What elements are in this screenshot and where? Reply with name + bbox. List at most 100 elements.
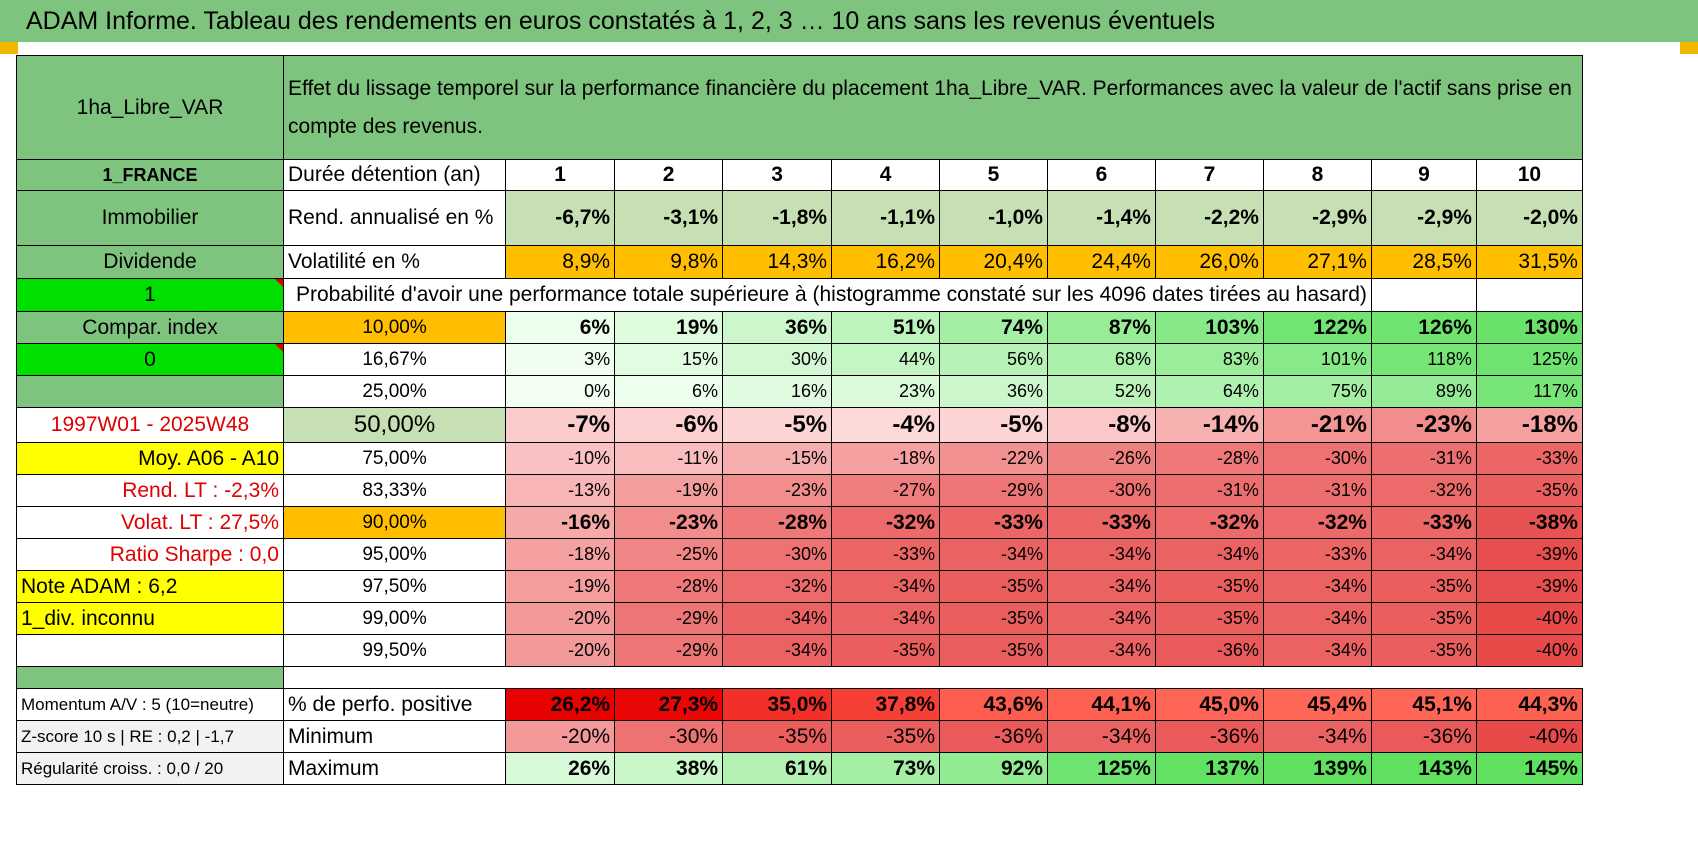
table-row: Moy. A06 - A10 75,00% -10% -11% -15% -18% -22%… (16, 442, 1583, 475)
table-row: 1_FRANCE Durée détention (an) 1 2 3 4 5 6 7 8 9 10 (16, 159, 1583, 191)
rend-value: -3,1% (614, 190, 724, 246)
percentile-value: -28% (614, 570, 724, 603)
rend-value: -1,1% (831, 190, 941, 246)
percentile-label: 25,00% (282, 375, 507, 408)
percentile-value: -5% (939, 407, 1048, 443)
table-row: 1ha_Libre_VAR Effet du lissage temporel s… (16, 55, 1583, 160)
year-header: 1 (505, 159, 616, 191)
percentile-value: -33% (1046, 506, 1156, 539)
percentile-value: -32% (722, 570, 833, 603)
percentile-value: -23% (614, 506, 724, 539)
income-label: Dividende (16, 245, 284, 279)
percentile-value: -18% (1475, 407, 1583, 443)
bottom-value: 125% (1046, 752, 1156, 785)
percentile-value: -35% (1475, 474, 1583, 507)
empty-cell (1370, 278, 1477, 312)
year-header: 9 (1370, 159, 1477, 191)
bottom-value: 38% (614, 752, 724, 785)
duration-label: Durée détention (an) (282, 159, 507, 191)
percentile-value: -40% (1475, 602, 1583, 635)
percentile-value: -35% (939, 570, 1048, 603)
percentile-value: -13% (505, 474, 616, 507)
left-info-blank (16, 634, 284, 667)
percentile-value: -6% (614, 407, 724, 443)
percentile-value: -27% (831, 474, 941, 507)
percentile-label: 99,50% (282, 634, 507, 667)
table-row: Compar. index 10,00% 6% 19% 36% 51% 74% 87% 103%… (16, 311, 1583, 344)
bottom-left-info: Momentum A/V : 5 (10=neutre) (16, 688, 284, 721)
year-header: 2 (614, 159, 724, 191)
percentile-value: 19% (614, 311, 724, 344)
percentile-value: -39% (1475, 570, 1583, 603)
percentile-value: -35% (1370, 634, 1477, 667)
left-info-blank (16, 375, 284, 408)
percentile-value: -34% (1046, 602, 1156, 635)
left-info-moy: Moy. A06 - A10 (16, 442, 284, 475)
percentile-value: 30% (722, 343, 833, 376)
percentile-value: -32% (831, 506, 941, 539)
rend-value: -1,0% (939, 190, 1048, 246)
percentile-value: -36% (1154, 634, 1264, 667)
percentile-value: -29% (939, 474, 1048, 507)
percentile-value: 101% (1262, 343, 1372, 376)
bottom-value: 73% (831, 752, 941, 785)
left-info-note: Note ADAM : 6,2 (16, 570, 284, 603)
vol-value: 9,8% (614, 245, 724, 279)
percentile-value: -34% (722, 634, 833, 667)
percentile-value: -30% (1262, 442, 1372, 475)
year-header: 5 (939, 159, 1048, 191)
vol-value: 8,9% (505, 245, 616, 279)
bottom-value: 26,2% (505, 688, 616, 721)
percentile-value: -34% (831, 570, 941, 603)
bottom-left-info: Régularité croiss. : 0,0 / 20 (16, 752, 284, 785)
left-info-rend-lt: Rend. LT : -2,3% (16, 474, 284, 507)
prob-label: Probabilité d'avoir une performance tota… (283, 278, 1372, 312)
percentile-value: -20% (505, 634, 616, 667)
bottom-value: -20% (505, 720, 616, 753)
percentile-value: -7% (505, 407, 616, 443)
bottom-value: 139% (1262, 752, 1372, 785)
percentile-value: -25% (614, 538, 724, 571)
bottom-value: 45,0% (1154, 688, 1264, 721)
percentile-value: -33% (1370, 506, 1477, 539)
percentile-label: 97,50% (282, 570, 507, 603)
percentile-value: 6% (614, 375, 724, 408)
percentile-value: 52% (1046, 375, 1156, 408)
sheet-corner-mark-left (0, 42, 18, 54)
percentile-value: 0% (505, 375, 616, 408)
percentile-value: -35% (831, 634, 941, 667)
bottom-value: 45,1% (1370, 688, 1477, 721)
bottom-value: 45,4% (1262, 688, 1372, 721)
percentile-value: 89% (1370, 375, 1477, 408)
rend-label: Rend. annualisé en % (282, 190, 507, 246)
bottom-value: 43,6% (939, 688, 1048, 721)
bottom-value: 35,0% (722, 688, 833, 721)
bottom-value: 37,8% (831, 688, 941, 721)
percentile-value: 122% (1262, 311, 1372, 344)
vol-value: 26,0% (1154, 245, 1264, 279)
description: Effet du lissage temporel sur la perform… (283, 55, 1583, 160)
percentile-label: 16,67% (282, 343, 507, 376)
vol-value: 14,3% (722, 245, 833, 279)
bottom-value: -36% (1370, 720, 1477, 753)
percentile-value: -33% (939, 506, 1048, 539)
percentile-value: 56% (939, 343, 1048, 376)
table-row: 0 16,67% 3% 15% 30% 44% 56% 68% 83% 101% 118% 125% (16, 343, 1583, 376)
percentile-value: 51% (831, 311, 941, 344)
percentile-value: -31% (1154, 474, 1264, 507)
percentile-value: -33% (1475, 442, 1583, 475)
percentile-value: 130% (1475, 311, 1583, 344)
table-row: 1997W01 - 2025W48 50,00% -7% -6% -5% -4% -5% -8… (16, 407, 1583, 443)
bottom-value: 61% (722, 752, 833, 785)
year-header: 7 (1154, 159, 1264, 191)
vol-label: Volatilité en % (282, 245, 507, 279)
percentile-value: -34% (1046, 538, 1156, 571)
percentile-value: -19% (614, 474, 724, 507)
percentile-value: -30% (1046, 474, 1156, 507)
percentile-value: 126% (1370, 311, 1477, 344)
percentile-value: -23% (722, 474, 833, 507)
percentile-value: 75% (1262, 375, 1372, 408)
table-row: Volat. LT : 27,5% 90,00% -16% -23% -28% -32% -… (16, 506, 1583, 539)
percentile-value: 118% (1370, 343, 1477, 376)
bottom-value: 26% (505, 752, 616, 785)
